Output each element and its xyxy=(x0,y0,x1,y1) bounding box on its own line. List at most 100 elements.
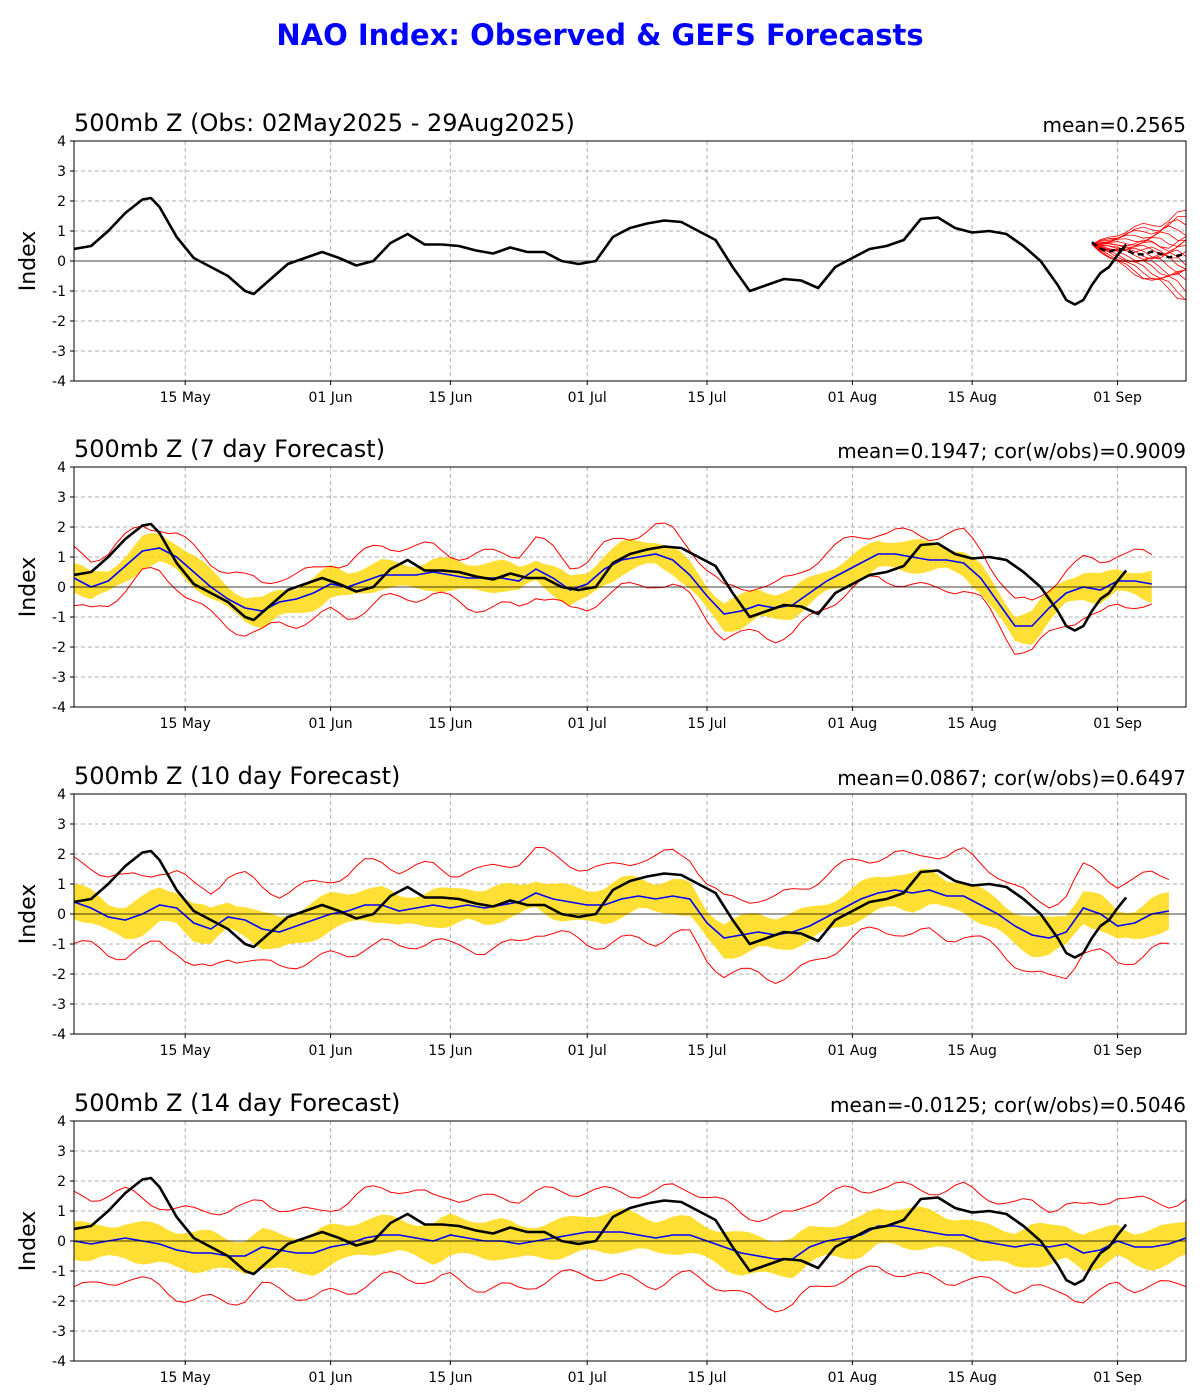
x-tick-label: 01 Sep xyxy=(1093,1370,1142,1386)
plot-frame xyxy=(73,1120,1187,1362)
x-tick-label: 01 Jul xyxy=(568,716,607,732)
ensemble-mean-line xyxy=(74,1225,1186,1260)
x-tick-label: 15 Aug xyxy=(947,716,997,732)
y-tick-label: -3 xyxy=(52,1324,66,1340)
panel-title: 500mb Z (7 day Forecast) xyxy=(74,435,385,463)
chart-panel-2: 500mb Z (7 day Forecast) mean=0.1947; cor… xyxy=(16,435,1187,732)
x-tick-label: 15 Jun xyxy=(428,1370,472,1386)
y-tick-label: 3 xyxy=(57,164,66,180)
panel-title: 500mb Z (14 day Forecast) xyxy=(74,1089,400,1117)
y-tick-label: -1 xyxy=(52,610,66,626)
y-tick-label: 4 xyxy=(57,134,66,150)
x-tick-label: 01 Jul xyxy=(568,390,607,406)
x-tick-label: 15 Jun xyxy=(428,716,472,732)
x-tick-label: 01 Aug xyxy=(828,1370,878,1386)
ensemble-member-line xyxy=(1091,235,1186,249)
x-tick-label: 15 Aug xyxy=(947,390,997,406)
panel-title: 500mb Z (10 day Forecast) xyxy=(74,762,400,790)
x-tick-label: 01 Jul xyxy=(568,1043,607,1059)
y-tick-label: 3 xyxy=(57,490,66,506)
y-tick-label: 0 xyxy=(57,1234,66,1250)
observed-line xyxy=(74,522,1128,632)
panel-title: 500mb Z (Obs: 02May2025 - 29Aug2025) xyxy=(74,109,575,137)
y-axis-label: Index xyxy=(16,231,41,292)
panel-stats: mean=0.2565 xyxy=(1043,113,1186,137)
y-tick-label: 0 xyxy=(57,254,66,270)
plot-frame xyxy=(73,466,1187,708)
chart-panel-4: 500mb Z (14 day Forecast) mean=-0.0125; c… xyxy=(16,1089,1187,1386)
x-tick-label: 01 Aug xyxy=(828,716,878,732)
member-mean-line xyxy=(1091,241,1186,259)
y-tick-label: 1 xyxy=(57,550,66,566)
x-tick-label: 15 Jun xyxy=(428,390,472,406)
y-tick-label: -2 xyxy=(52,640,66,656)
ensemble-member-line xyxy=(1091,244,1186,281)
ensemble-member-line xyxy=(1091,244,1186,277)
y-tick-label: 1 xyxy=(57,1204,66,1220)
range-max-line xyxy=(74,846,1170,909)
y-tick-label: 2 xyxy=(57,194,66,210)
y-tick-label: 4 xyxy=(57,460,66,476)
y-tick-label: -3 xyxy=(52,344,66,360)
y-tick-label: 0 xyxy=(57,580,66,596)
spread-band xyxy=(74,533,1152,646)
ensemble-member-line xyxy=(1091,237,1186,247)
x-tick-label: 01 Jun xyxy=(309,1370,353,1386)
y-axis-label: Index xyxy=(16,557,41,618)
y-tick-label: -2 xyxy=(52,314,66,330)
y-tick-label: -4 xyxy=(52,700,66,716)
x-tick-label: 01 Jun xyxy=(309,716,353,732)
x-tick-label: 15 May xyxy=(160,1370,211,1386)
y-tick-label: 4 xyxy=(57,787,66,803)
chart-panels: 500mb Z (Obs: 02May2025 - 29Aug2025) mean… xyxy=(16,109,1187,1386)
x-tick-label: 01 Aug xyxy=(828,1043,878,1059)
x-tick-label: 01 Jun xyxy=(309,390,353,406)
y-tick-label: -1 xyxy=(52,1264,66,1280)
x-tick-label: 01 Sep xyxy=(1093,716,1142,732)
y-tick-label: 1 xyxy=(57,224,66,240)
y-tick-label: 2 xyxy=(57,1174,66,1190)
y-tick-label: -1 xyxy=(52,284,66,300)
x-tick-label: 15 Jul xyxy=(687,716,726,732)
y-tick-label: 2 xyxy=(57,520,66,536)
range-min-line xyxy=(74,567,1152,655)
plot-frame xyxy=(73,793,1187,1035)
x-tick-label: 01 Jul xyxy=(568,1370,607,1386)
y-tick-label: 3 xyxy=(57,817,66,833)
ensemble-member-line xyxy=(1091,219,1186,245)
x-tick-label: 15 May xyxy=(160,716,211,732)
y-tick-label: -2 xyxy=(52,967,66,983)
ensemble-member-line xyxy=(1091,244,1186,300)
x-tick-label: 15 May xyxy=(160,1043,211,1059)
range-min-line xyxy=(74,926,1169,985)
plot-frame xyxy=(73,140,1187,382)
ensemble-member-line xyxy=(1091,216,1186,245)
panel-stats: mean=-0.0125; cor(w/obs)=0.5046 xyxy=(830,1093,1186,1117)
x-tick-label: 15 Aug xyxy=(947,1043,997,1059)
x-tick-label: 15 Aug xyxy=(947,1370,997,1386)
y-tick-label: -3 xyxy=(52,670,66,686)
ensemble-member-line xyxy=(1091,244,1186,259)
ensemble-mean-line xyxy=(74,889,1170,939)
ensemble-member-line xyxy=(1091,244,1186,301)
y-tick-label: 2 xyxy=(57,847,66,863)
x-tick-label: 01 Jun xyxy=(309,1043,353,1059)
y-axis-label: Index xyxy=(16,1211,41,1272)
range-max-line xyxy=(74,522,1153,601)
x-tick-label: 01 Sep xyxy=(1093,390,1142,406)
page-title: NAO Index: Observed & GEFS Forecasts xyxy=(276,18,924,52)
observed-line xyxy=(74,196,1128,306)
y-tick-label: 3 xyxy=(57,1144,66,1160)
y-tick-label: -4 xyxy=(52,374,66,390)
range-min-line xyxy=(74,1265,1186,1313)
plot-area xyxy=(74,846,1170,985)
spread-band xyxy=(74,1206,1186,1279)
y-tick-label: 1 xyxy=(57,877,66,893)
chart-panel-1: 500mb Z (Obs: 02May2025 - 29Aug2025) mean… xyxy=(16,109,1187,406)
x-tick-label: 01 Aug xyxy=(828,390,878,406)
range-max-line xyxy=(74,1181,1186,1223)
panel-stats: mean=0.0867; cor(w/obs)=0.6497 xyxy=(837,766,1186,790)
plot-area xyxy=(74,1176,1186,1313)
panel-stats: mean=0.1947; cor(w/obs)=0.9009 xyxy=(837,439,1186,463)
